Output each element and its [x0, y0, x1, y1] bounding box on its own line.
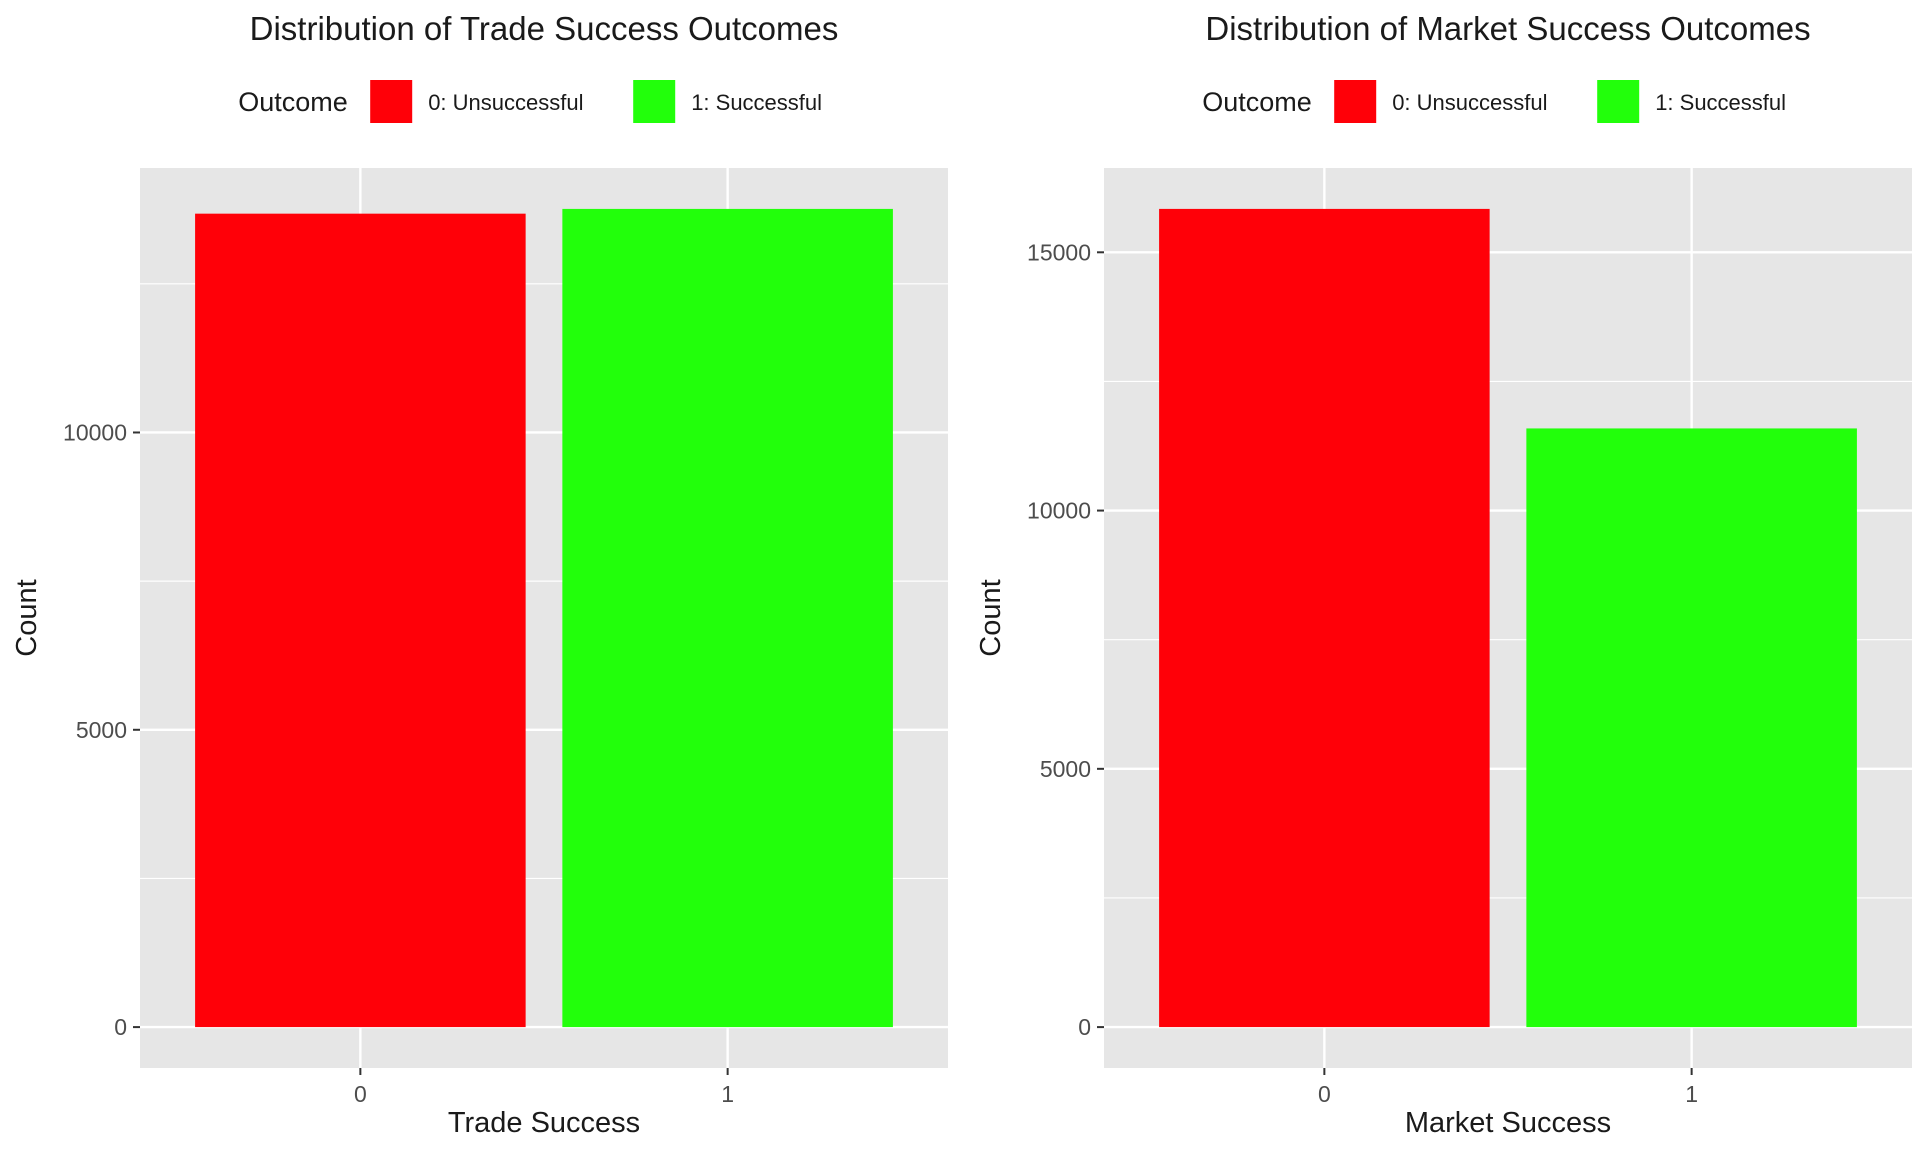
bar-1	[562, 208, 893, 1028]
y-axis-label: Count	[11, 579, 43, 656]
legend-label-1: 1: Successful	[691, 90, 822, 115]
y-tick-label-0: 0	[114, 1014, 127, 1040]
x-axis-label: Market Success	[1405, 1107, 1611, 1139]
y-tick-label-1: 5000	[76, 717, 127, 743]
y-axis-label: Count	[975, 579, 1007, 656]
bar-0	[195, 213, 526, 1028]
y-tick-label-1: 5000	[1040, 756, 1091, 782]
legend-key-1	[1597, 80, 1640, 123]
bar-0	[1159, 208, 1490, 1028]
chart-title: Distribution of Market Success Outcomes	[1205, 10, 1810, 47]
y-tick-label-2: 10000	[63, 419, 127, 445]
legend-key-0	[1334, 80, 1377, 123]
chart-panel-2: Distribution of Market Success Outcomes O…	[975, 10, 1912, 1139]
bar-1	[1526, 428, 1857, 1028]
legend: Outcome 0: Unsuccessful 1: Successful	[1202, 80, 1786, 123]
x-tick-label-1: 1	[721, 1081, 734, 1107]
y-tick-label-0: 0	[1078, 1014, 1091, 1040]
legend-label-1: 1: Successful	[1655, 90, 1786, 115]
legend-key-0	[370, 80, 413, 123]
chart-title: Distribution of Trade Success Outcomes	[250, 10, 839, 47]
legend-title: Outcome	[238, 87, 348, 117]
legend-title: Outcome	[1202, 87, 1312, 117]
legend-key-1	[633, 80, 676, 123]
x-tick-label-1: 1	[1685, 1081, 1698, 1107]
legend-label-0: 0: Unsuccessful	[428, 90, 583, 115]
chart-panel-1: Distribution of Trade Success Outcomes Ou…	[11, 10, 948, 1139]
x-tick-label-0: 0	[354, 1081, 367, 1107]
legend-label-0: 0: Unsuccessful	[1392, 90, 1547, 115]
x-tick-label-0: 0	[1318, 1081, 1331, 1107]
y-tick-label-2: 10000	[1027, 498, 1091, 524]
legend: Outcome 0: Unsuccessful 1: Successful	[238, 80, 822, 123]
y-tick-label-3: 15000	[1027, 239, 1091, 265]
x-axis-label: Trade Success	[448, 1107, 640, 1139]
